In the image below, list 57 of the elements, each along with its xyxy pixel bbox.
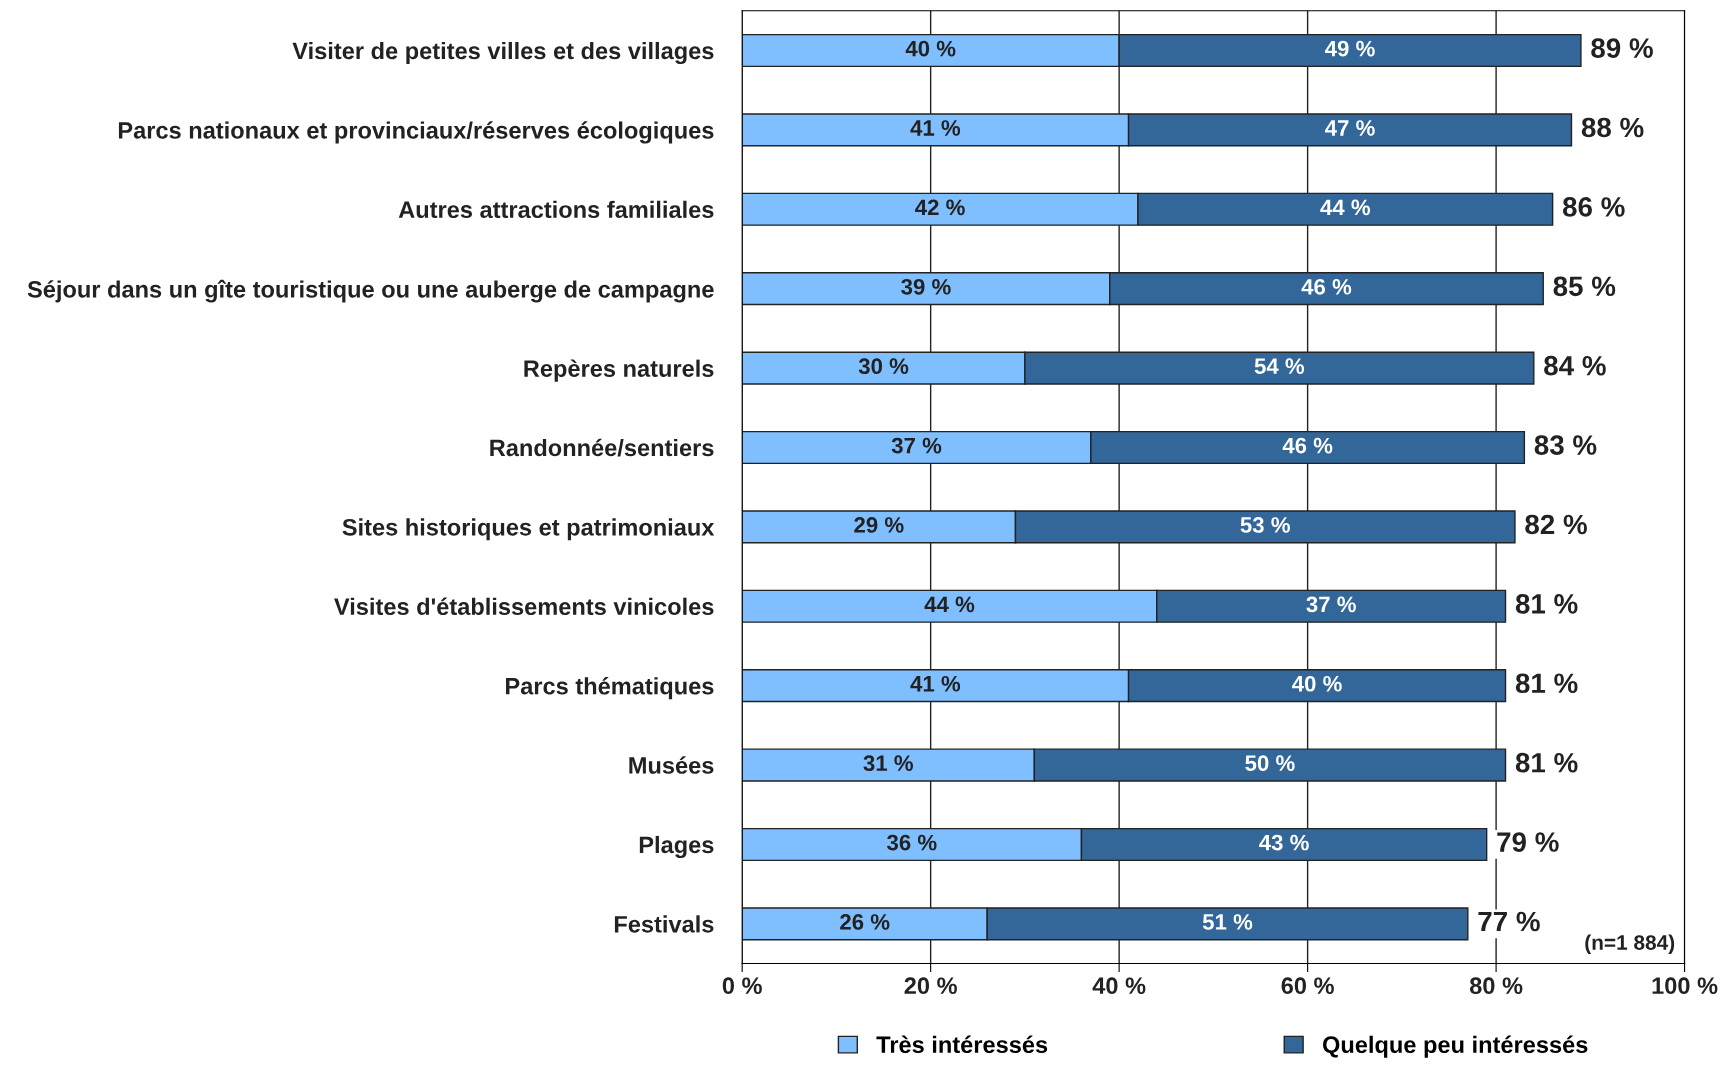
data-label: 42 % [915,199,965,216]
data-label: 47 % [1325,120,1375,136]
y-tick-label: Festivals [614,915,714,933]
y-tick-label: Parcs thématiques [506,677,714,700]
total-label: 79 % [1497,832,1559,852]
total-label: 88 % [1581,117,1644,138]
y-tick-label: Séjour dans un gîte touristique ou une auberge de campagne [27,279,714,303]
y-tick-label: Parcs nationaux et provinciaux/réserves écologiques [118,121,714,144]
data-label: 40 % [905,40,956,57]
data-label: 37 % [1306,596,1356,613]
y-tick-label: Visites d'établissements vinicoles [334,597,714,616]
data-label: 36 % [887,834,937,851]
total-label: 81 % [1515,673,1578,694]
data-label: 29 % [854,517,904,533]
data-label: 40 % [1292,675,1342,692]
data-label: 44 % [924,596,975,613]
total-label: 84 % [1544,355,1606,376]
x-tick-label: 20 % [904,977,957,995]
data-label: 51 % [1202,914,1253,930]
data-label: 53 % [1240,517,1290,533]
y-tick-label: Sites historiques et patrimoniaux [342,518,715,541]
total-label: 83 % [1534,435,1597,455]
total-label: 89 % [1591,38,1653,58]
y-tick-label: Autres attractions familiales [398,200,714,219]
y-tick-label: Visiter de petites villes et des villages [292,41,714,65]
x-tick-label: 60 % [1281,977,1334,995]
data-label: 49 % [1325,40,1375,57]
data-label: 31 % [863,755,913,772]
data-label: 39 % [901,278,951,295]
annotation: (n=1 884) [1585,934,1675,955]
total-label: 85 % [1553,276,1616,297]
data-label: 46 % [1301,278,1352,295]
y-tick-label: Musées [629,756,714,774]
total-label: 81 % [1515,594,1578,614]
data-label: 37 % [891,437,942,454]
x-tick-label: 40 % [1092,977,1146,995]
y-tick-label: Repères naturels [524,359,714,382]
data-label: 41 % [910,120,961,136]
x-tick-label: 80 % [1469,977,1523,995]
y-tick-label: Plages [639,835,714,859]
total-label: 82 % [1525,514,1587,535]
data-label: 46 % [1282,437,1333,454]
data-label: 41 % [910,675,961,692]
legend-label: Très intéressés [876,1035,1048,1054]
data-label: 26 % [840,914,890,930]
x-tick-label: 0 % [722,977,762,995]
data-label: 50 % [1245,755,1295,772]
data-label: 43 % [1259,834,1309,851]
y-tick-label: Randonnée/sentiers [490,438,714,457]
x-tick-label: 100 % [1652,977,1718,995]
total-label: 77 % [1478,911,1540,932]
data-label: 54 % [1254,358,1305,375]
data-label: 30 % [858,358,909,375]
total-label: 86 % [1562,197,1625,217]
legend-label: Quelque peu intéressés [1322,1035,1588,1058]
data-label: 44 % [1320,199,1371,216]
total-label: 81 % [1515,752,1578,773]
